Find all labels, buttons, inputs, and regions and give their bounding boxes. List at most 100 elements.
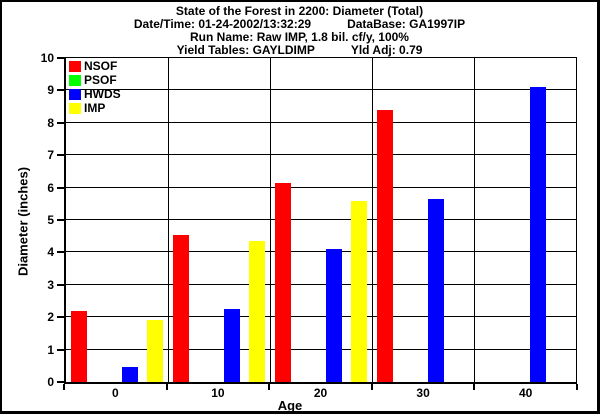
y-tick-mark-4 (57, 251, 64, 254)
x-tick-mark-1 (165, 384, 168, 390)
bars-layer (66, 58, 576, 382)
legend-swatch-psof (69, 74, 81, 86)
y-tick-label-9: 9 (47, 83, 54, 98)
legend: NSOF PSOF HWDS IMP (69, 59, 121, 115)
x-tick-label-0: 0 (111, 386, 119, 400)
legend-label-imp: IMP (84, 100, 106, 115)
yield-tables-text: Yield Tables: GAYLDIMP (176, 43, 315, 57)
gridline-y-6 (66, 186, 576, 188)
y-tick-label-7: 7 (47, 148, 54, 163)
y-tick-label-1: 1 (47, 342, 54, 357)
y-tick-label-10: 10 (40, 51, 54, 65)
bar-imp-age-20 (351, 200, 368, 382)
bar-slot-imp-age-10 (245, 58, 271, 382)
gridline-y-8 (66, 121, 576, 123)
bar-slot-psof-age-10 (194, 58, 220, 382)
bar-hwds-age-30 (427, 198, 444, 382)
bar-slot-nsof-age-20 (270, 58, 296, 382)
bar-imp-age-10 (249, 241, 266, 382)
bar-nsof-age-10 (172, 234, 189, 382)
y-tick-mark-7 (57, 154, 64, 157)
y-tick-mark-2 (57, 316, 64, 319)
bar-slot-imp-age-20 (347, 58, 373, 382)
gridline-y-5 (66, 219, 576, 220)
bar-slot-hwds-age-30 (423, 58, 449, 382)
y-tick-mark-6 (57, 186, 64, 189)
chart-title: State of the Forest in 2200: Diameter (T… (175, 4, 424, 18)
x-tick-mark-0 (63, 384, 65, 390)
gridline-y-4 (66, 251, 576, 253)
bar-hwds-age-0 (121, 367, 138, 382)
bar-slot-imp-age-30 (449, 58, 475, 382)
plot-area: NSOF PSOF HWDS IMP (64, 57, 577, 384)
grid-layer (66, 58, 576, 382)
bar-hwds-age-20 (325, 249, 342, 382)
legend-item-imp: IMP (69, 101, 121, 115)
date-time-text: Date/Time: 01-24-2002/13:32:29 (133, 17, 312, 31)
gridline-x-1 (168, 58, 169, 382)
gridline-x-3 (372, 58, 373, 382)
bar-hwds-age-10 (223, 309, 240, 382)
bar-hwds-age-40 (529, 87, 546, 382)
bar-imp-age-0 (147, 320, 164, 382)
x-tick-label-20: 20 (313, 386, 328, 400)
legend-swatch-hwds (69, 88, 81, 100)
bar-nsof-age-20 (274, 182, 291, 382)
gridline-y-7 (66, 154, 576, 156)
x-tick-mark-3 (370, 384, 373, 390)
bar-group-age-30 (372, 58, 474, 382)
y-tick-mark-3 (57, 283, 64, 286)
y-tick-mark-1 (57, 348, 64, 351)
legend-label-hwds: HWDS (84, 86, 121, 101)
legend-swatch-nsof (69, 60, 81, 72)
y-tick-label-0: 0 (47, 375, 54, 389)
legend-item-psof: PSOF (69, 73, 121, 87)
bar-nsof-age-0 (70, 310, 87, 382)
legend-item-hwds: HWDS (69, 87, 121, 101)
x-tick-mark-2 (268, 384, 271, 390)
x-tick-label-30: 30 (416, 386, 430, 400)
y-tick-mark-9 (57, 89, 64, 92)
bar-slot-psof-age-20 (296, 58, 322, 382)
bar-slot-psof-age-30 (398, 58, 424, 382)
bar-slot-psof-age-40 (500, 58, 526, 382)
bar-group-age-20 (270, 58, 372, 382)
legend-swatch-imp (69, 102, 81, 114)
x-tick-mark-5 (576, 384, 578, 390)
run-name-text: Run Name: Raw IMP, 1.8 bil. cf/y, 100% (190, 30, 409, 44)
bar-group-age-10 (168, 58, 270, 382)
bar-slot-nsof-age-0 (66, 58, 92, 382)
bar-slot-nsof-age-30 (372, 58, 398, 382)
chart-header: State of the Forest in 2200: Diameter (T… (2, 5, 597, 57)
gridline-y-3 (66, 283, 576, 285)
x-tick-mark-4 (473, 384, 476, 390)
y-tick-mark-0 (57, 381, 64, 383)
x-axis-title: Age (277, 398, 303, 413)
y-tick-label-3: 3 (47, 277, 54, 292)
x-tick-label-10: 10 (211, 386, 225, 400)
bar-slot-nsof-age-10 (168, 58, 194, 382)
gridline-x-2 (270, 58, 271, 382)
gridline-y-2 (66, 316, 576, 318)
bar-slot-nsof-age-40 (474, 58, 500, 382)
yield-adj-text: Yld Adj: 0.79 (350, 43, 423, 57)
y-tick-mark-5 (57, 219, 64, 221)
bar-slot-imp-age-0 (143, 58, 169, 382)
legend-label-psof: PSOF (84, 72, 117, 87)
bar-group-age-0 (66, 58, 168, 382)
y-tick-label-6: 6 (47, 180, 54, 195)
legend-item-nsof: NSOF (69, 59, 121, 73)
gridline-y-1 (66, 348, 576, 350)
bar-slot-imp-age-40 (551, 58, 577, 382)
bar-group-age-40 (474, 58, 576, 382)
y-tick-label-8: 8 (47, 115, 54, 130)
database-text: DataBase: GA1997IP (347, 17, 466, 31)
y-tick-mark-10 (57, 57, 64, 59)
bar-slot-hwds-age-40 (525, 58, 551, 382)
y-tick-label-2: 2 (47, 310, 54, 325)
bar-slot-hwds-age-20 (321, 58, 347, 382)
y-tick-mark-8 (57, 121, 64, 124)
x-tick-label-40: 40 (519, 386, 533, 400)
y-tick-label-4: 4 (47, 245, 54, 260)
